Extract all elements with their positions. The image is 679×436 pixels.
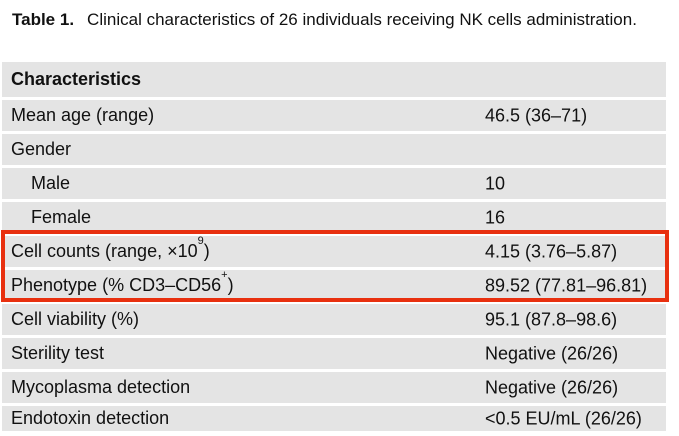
row-label: Cell viability (%) [11, 309, 140, 329]
row-label-superscript: + [221, 269, 228, 281]
table-row: Cell counts (range, ×109) 4.15 (3.76–5.8… [2, 236, 666, 267]
table-row: Mycoplasma detection Negative (26/26) [2, 372, 666, 403]
row-label: Phenotype (% CD3–CD56+) [11, 269, 234, 296]
header-label: Characteristics [11, 69, 142, 89]
table-caption: Table 1. Clinical characteristics of 26 i… [12, 6, 637, 33]
row-value: Negative (26/26) [485, 343, 619, 363]
caption-text: Clinical characteristics of 26 individua… [87, 10, 637, 29]
row-value: 46.5 (36–71) [485, 105, 588, 125]
row-value: 4.15 (3.76–5.87) [485, 241, 618, 261]
row-value: Negative (26/26) [485, 377, 619, 397]
table-row: Male 10 [2, 168, 666, 199]
table-row: Cell viability (%) 95.1 (87.8–98.6) [2, 304, 666, 335]
row-label: Gender [11, 139, 72, 159]
row-value: <0.5 EU/mL (26/26) [485, 408, 642, 428]
row-value: 95.1 (87.8–98.6) [485, 309, 618, 329]
table-header-row: Characteristics [2, 62, 666, 97]
row-value: 16 [485, 207, 506, 227]
caption-label: Table 1. [12, 10, 75, 29]
table-row: Mean age (range) 46.5 (36–71) [2, 100, 666, 131]
table-row: Sterility test Negative (26/26) [2, 338, 666, 369]
row-label: Mean age (range) [11, 105, 155, 125]
table-row: Endotoxin detection <0.5 EU/mL (26/26) [2, 406, 666, 431]
row-label: Endotoxin detection [11, 408, 170, 428]
row-label: Mycoplasma detection [11, 377, 191, 397]
row-label-superscript: 9 [197, 235, 204, 247]
row-label: Female [31, 207, 92, 227]
row-value: 89.52 (77.81–96.81) [485, 275, 648, 295]
row-label: Cell counts (range, ×109) [11, 235, 210, 262]
characteristics-table: Characteristics Mean age (range) 46.5 (3… [2, 62, 666, 431]
table-row: Female 16 [2, 202, 666, 233]
table-row: Phenotype (% CD3–CD56+) 89.52 (77.81–96.… [2, 270, 666, 301]
row-value: 10 [485, 173, 506, 193]
row-label: Sterility test [11, 343, 105, 363]
row-label: Male [31, 173, 71, 193]
table-row: Gender [2, 134, 666, 165]
